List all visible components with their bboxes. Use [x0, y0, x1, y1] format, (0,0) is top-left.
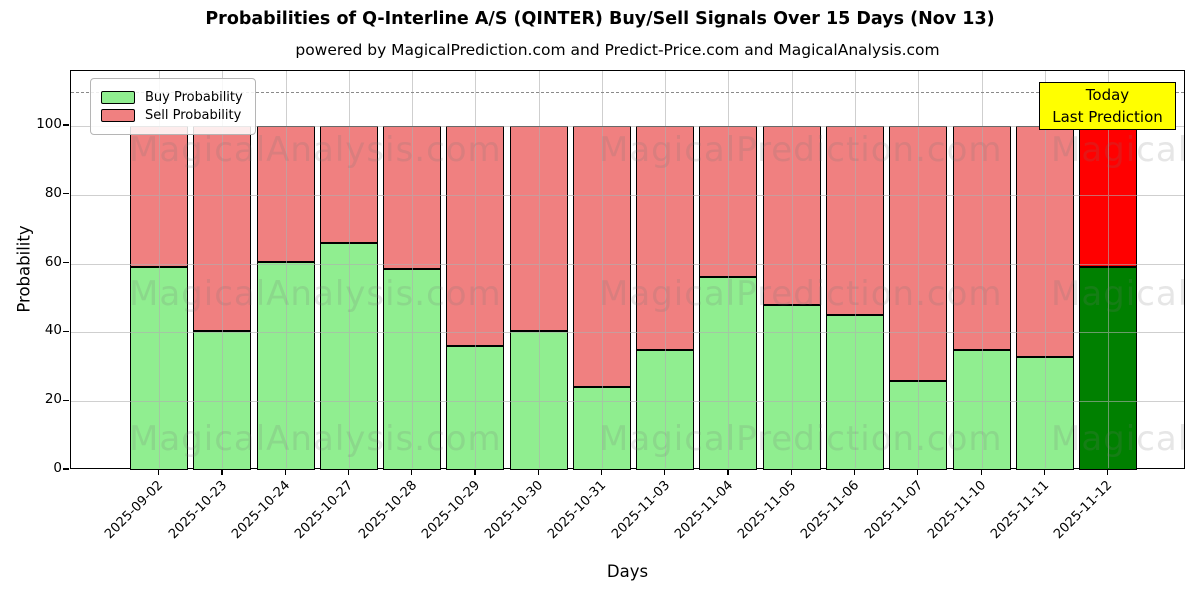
- y-tick-mark: [63, 468, 69, 470]
- chart-subtitle: powered by MagicalPrediction.com and Pre…: [295, 41, 940, 59]
- buy-bar-segment: [825, 315, 884, 470]
- x-tick-label: 2025-10-24: [229, 478, 294, 543]
- sell-bar-segment: [1015, 126, 1074, 357]
- x-tick-mark: [284, 470, 286, 475]
- x-tick-mark: [790, 470, 792, 475]
- buy-bar-segment: [636, 349, 695, 470]
- sell-bar-segment: [256, 126, 315, 262]
- buy-bar-segment: [130, 267, 188, 470]
- sell-bar-segment: [383, 126, 442, 269]
- sell-bar-segment: [509, 126, 568, 331]
- buy-legend-swatch: [101, 91, 135, 104]
- y-tick-mark: [63, 124, 69, 126]
- x-tick-label: 2025-11-04: [671, 478, 737, 543]
- legend-item: Buy Probability: [101, 90, 243, 105]
- legend-item-label: Sell Probability: [145, 108, 242, 123]
- legend-item: Sell Probability: [101, 108, 243, 123]
- x-tick-mark: [980, 470, 982, 475]
- buy-bar-segment: [889, 380, 948, 470]
- sell-legend-swatch: [101, 109, 135, 122]
- sell-bar-segment: [636, 126, 695, 350]
- buy-bar-segment: [572, 387, 631, 470]
- today-annotation-line1: Today: [1085, 86, 1130, 104]
- x-tick-label: 2025-09-02: [102, 478, 167, 543]
- x-tick-label: 2025-11-10: [925, 478, 990, 543]
- buy-bar-segment: [446, 346, 505, 470]
- x-tick-mark: [537, 470, 539, 475]
- x-tick-mark: [347, 470, 350, 475]
- sell-bar-segment: [193, 126, 252, 331]
- x-tick-label: 2025-10-27: [292, 478, 357, 543]
- sell-bar-segment: [319, 126, 378, 243]
- buy-bar-segment: [699, 277, 758, 470]
- x-tick-mark: [221, 470, 223, 475]
- y-tick-label: 40: [44, 322, 62, 339]
- x-tick-label: 2025-10-30: [482, 478, 547, 543]
- buy-bar-segment: [1015, 356, 1074, 470]
- buy-bar-segment: [1079, 267, 1137, 470]
- today-annotation-line2: Last Prediction: [1052, 108, 1163, 126]
- x-tick-label: 2025-11-07: [861, 478, 926, 543]
- buy-bar-segment: [256, 261, 315, 470]
- x-tick-mark: [411, 470, 413, 475]
- buy-bar-segment: [762, 304, 821, 470]
- x-tick-mark: [664, 470, 666, 475]
- y-tick-label: 0: [53, 460, 62, 476]
- x-tick-label: 2025-10-29: [418, 478, 483, 543]
- y-tick-label: 20: [44, 391, 62, 408]
- x-tick-label: 2025-11-05: [735, 478, 800, 543]
- buy-bar-segment: [952, 349, 1011, 470]
- x-tick-label: 2025-11-03: [608, 478, 673, 543]
- legend-item-label: Buy Probability: [145, 90, 243, 105]
- buy-bar-segment: [383, 268, 442, 470]
- sell-bar-segment: [825, 126, 884, 316]
- sell-bar-segment: [446, 126, 505, 347]
- today-annotation-box: Today Last Prediction: [1039, 82, 1176, 130]
- buy-bar-segment: [319, 243, 378, 470]
- y-tick-mark: [63, 262, 69, 264]
- x-tick-label: 2025-11-06: [798, 478, 863, 543]
- sell-bar-segment: [1079, 126, 1137, 267]
- y-tick-mark: [63, 193, 69, 195]
- x-tick-mark: [600, 470, 603, 475]
- x-tick-mark: [917, 470, 919, 475]
- dashed-threshold-line: [71, 91, 1184, 93]
- x-tick-label: 2025-11-11: [988, 478, 1053, 543]
- sell-bar-segment: [952, 126, 1011, 350]
- sell-bar-segment: [699, 126, 758, 278]
- x-tick-label: 2025-11-12: [1051, 478, 1116, 543]
- y-tick-label: 80: [44, 184, 62, 201]
- x-tick-mark: [474, 470, 476, 475]
- x-tick-mark: [1107, 470, 1109, 475]
- plot-area: MagicalAnalysis.comMagicalPrediction.com…: [70, 70, 1186, 470]
- sell-bar-segment: [889, 126, 948, 381]
- y-tick-label: 60: [44, 253, 62, 270]
- x-tick-mark: [158, 470, 160, 475]
- chart-title: Probabilities of Q-Interline A/S (QINTER…: [205, 9, 995, 29]
- buy-bar-segment: [193, 330, 252, 470]
- y-tick-label: 100: [36, 116, 62, 132]
- sell-bar-segment: [572, 126, 631, 388]
- buy-bar-segment: [509, 330, 568, 470]
- x-tick-label: 2025-10-31: [545, 478, 610, 543]
- x-tick-mark: [853, 470, 856, 475]
- x-tick-mark: [727, 470, 729, 475]
- x-tick-label: 2025-10-28: [355, 478, 420, 543]
- sell-bar-segment: [762, 126, 821, 305]
- legend: Buy Probability Sell Probability: [90, 78, 256, 135]
- y-tick-mark: [63, 399, 69, 401]
- x-tick-label: 2025-10-23: [165, 478, 230, 543]
- x-axis-label: Days: [606, 562, 649, 581]
- x-tick-mark: [1043, 470, 1045, 475]
- y-tick-mark: [63, 330, 69, 333]
- sell-bar-segment: [130, 126, 188, 267]
